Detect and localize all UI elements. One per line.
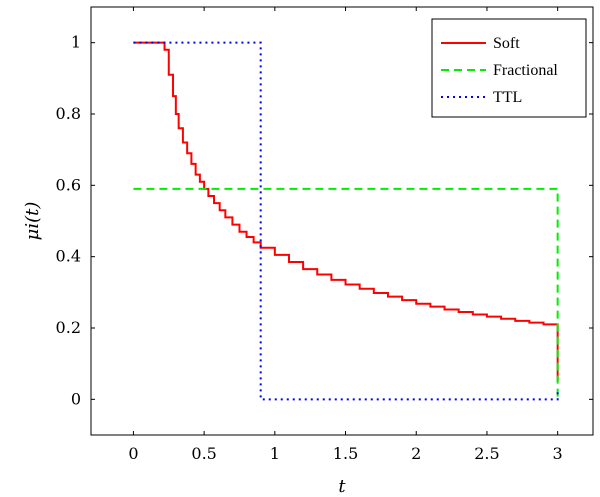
y-tick-label: 0.6: [56, 175, 81, 194]
y-axis-label: μi(t): [22, 202, 43, 241]
legend-box: [431, 18, 587, 118]
x-axis-label: t: [338, 476, 346, 497]
legend: Soft Fractional TTL: [431, 18, 587, 118]
x-tick-label: 1.5: [333, 444, 358, 463]
legend-label-ttl: TTL: [493, 89, 522, 106]
x-tick-label: 2: [411, 444, 421, 463]
y-tick-label: 0: [71, 389, 81, 408]
legend-item-soft: Soft: [441, 35, 520, 52]
plot-frame: [90, 6, 594, 436]
x-tick-label: 3: [553, 444, 563, 463]
legend-item-ttl: TTL: [441, 89, 522, 106]
y-tick-label: 0.4: [56, 247, 81, 266]
x-tick-label: 1: [270, 444, 280, 463]
y-tick-label: 1: [71, 33, 81, 52]
axis-ticks: 0 0.5 1 1.5 2 2.5 3 0 0.2 0.4 0.6 0.8 1: [56, 7, 593, 463]
legend-label-fractional: Fractional: [493, 62, 558, 79]
series-line-ttl: [133, 41, 559, 401]
series-line-soft: [133, 41, 559, 382]
x-tick-label: 0.5: [191, 444, 216, 463]
x-tick-label: 2.5: [474, 444, 499, 463]
y-tick-label: 0.2: [56, 318, 81, 337]
series-layer: [133, 41, 559, 401]
legend-item-fractional: Fractional: [441, 62, 558, 79]
series-line-fractional: [133, 187, 559, 400]
x-tick-label: 0: [128, 444, 138, 463]
y-tick-label: 0.8: [56, 104, 81, 123]
legend-label-soft: Soft: [493, 35, 520, 52]
